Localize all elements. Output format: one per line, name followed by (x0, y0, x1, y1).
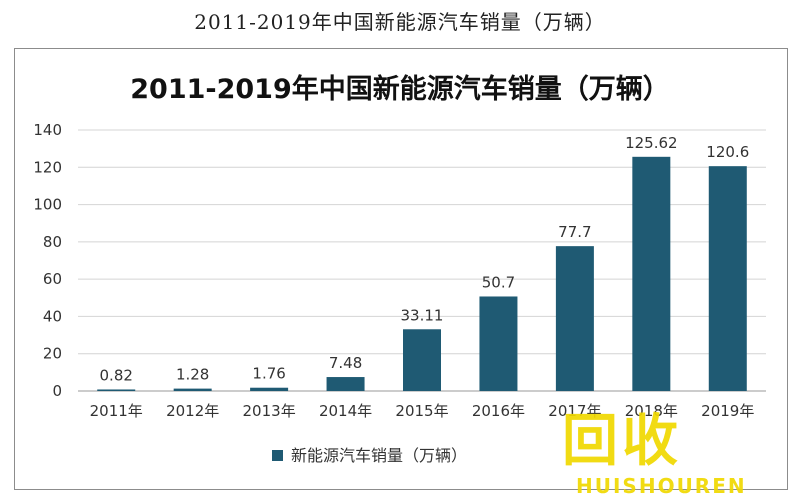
watermark-logo: 回收 HUISHOUREN (556, 396, 786, 500)
bar (250, 387, 289, 391)
chart-title: 2011-2019年中国新能源汽车销量（万辆） (130, 73, 670, 105)
y-tick-label: 60 (43, 270, 62, 288)
y-tick-label: 0 (52, 382, 62, 400)
bar (632, 156, 671, 391)
y-axis-ticks: 0 20 40 60 80 100 120 140 (33, 121, 62, 400)
y-tick-label: 20 (43, 345, 62, 363)
y-tick-label: 40 (43, 307, 62, 325)
bar-value-label: 50.7 (482, 273, 515, 291)
bar-value-label: 120.6 (706, 143, 749, 161)
bar-value-label: 0.82 (100, 366, 133, 384)
watermark-main-text: 回收 (562, 409, 682, 474)
x-tick-label: 2014年 (319, 402, 372, 420)
x-tick-label: 2015年 (395, 402, 448, 420)
bar (479, 296, 518, 391)
watermark-sub-text: HUISHOUREN (576, 474, 747, 498)
x-axis-ticks: 2011年 2012年 2013年 2014年 2015年 2016年 2017年 2018年… (90, 402, 755, 420)
bar-value-label: 7.48 (329, 354, 362, 372)
y-tick-label: 80 (43, 233, 62, 251)
x-tick-label: 2012年 (166, 402, 219, 420)
bar-value-label: 1.28 (176, 366, 209, 384)
x-tick-label: 2016年 (472, 402, 525, 420)
bar (403, 329, 441, 391)
bar (97, 389, 136, 391)
bar-value-label: 33.11 (401, 306, 444, 324)
x-tick-label: 2018年 (625, 402, 678, 420)
y-tick-label: 100 (33, 196, 62, 214)
x-tick-label: 2011年 (90, 402, 143, 420)
bars (97, 156, 747, 391)
y-tick-label: 120 (33, 158, 62, 176)
bar-value-label: 77.7 (558, 223, 591, 241)
value-labels: 0.82 1.28 1.76 7.48 33.11 50.7 77.7 125.62 120.6 (100, 134, 750, 385)
x-tick-label: 2019年 (701, 402, 754, 420)
page-caption: 2011-2019年中国新能源汽车销量（万辆） (194, 10, 606, 34)
x-tick-label: 2013年 (243, 402, 296, 420)
bar-value-label: 125.62 (625, 134, 678, 152)
legend-swatch (272, 450, 283, 461)
bar-value-label: 1.76 (252, 365, 285, 383)
bar (708, 166, 747, 391)
legend: 新能源汽车销量（万辆） (272, 446, 467, 465)
x-tick-label: 2017年 (548, 402, 601, 420)
bar (173, 388, 212, 391)
bar (555, 246, 594, 391)
y-tick-label: 140 (33, 121, 62, 139)
legend-label: 新能源汽车销量（万辆） (291, 446, 467, 465)
bar (326, 377, 365, 391)
